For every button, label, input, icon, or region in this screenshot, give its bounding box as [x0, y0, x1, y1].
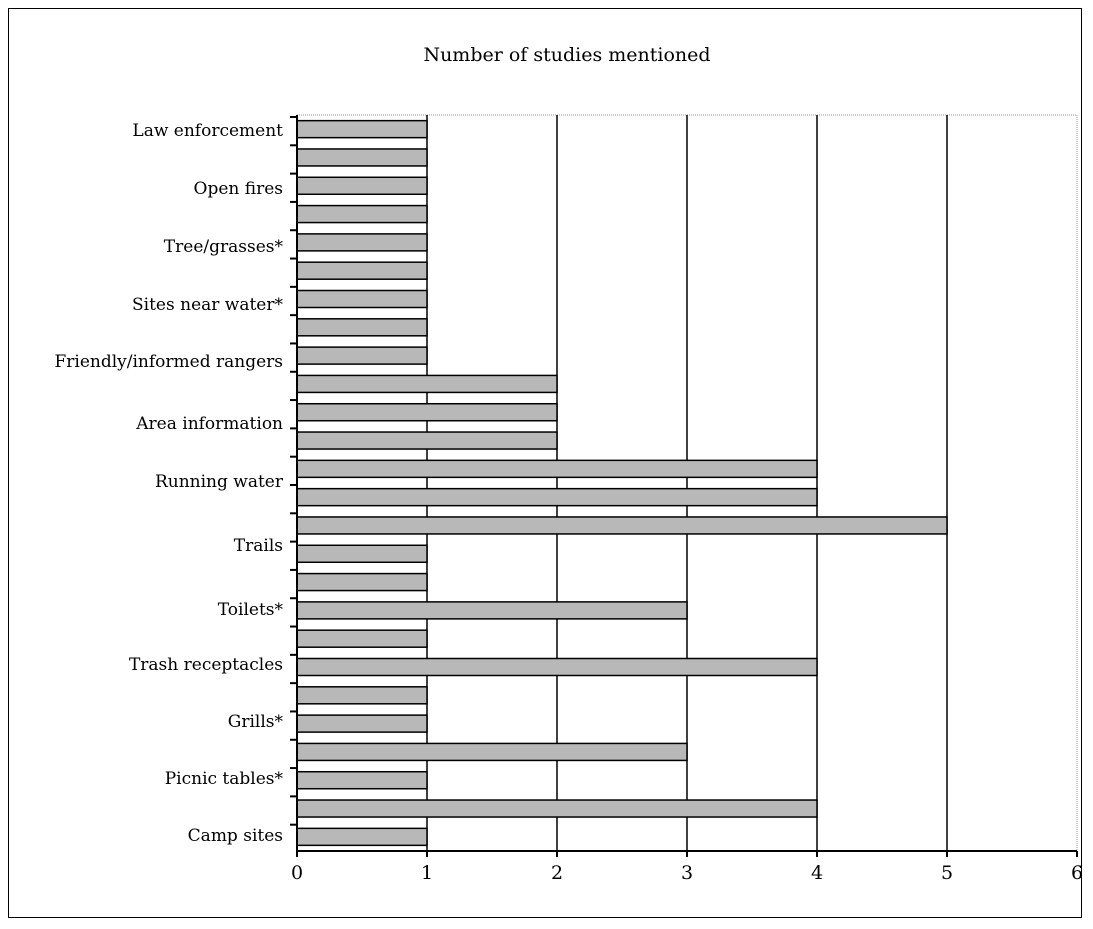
bar [296, 204, 428, 224]
bar [296, 742, 688, 762]
x-tick-label: 1 [421, 862, 433, 884]
category-label: Trash receptacles [129, 655, 283, 675]
bar [296, 431, 558, 450]
chart-frame: Number of studies mentioned 0 1 2 3 4 5 6 Law e… [8, 8, 1083, 918]
bar [296, 714, 428, 733]
category-label: Open fires [194, 179, 283, 199]
x-tick-label: 6 [1071, 862, 1083, 884]
bar-chart: Number of studies mentioned 0 1 2 3 4 5 6 Law e… [54, 44, 1083, 884]
bar [296, 657, 818, 677]
x-tick-label: 5 [941, 862, 953, 884]
bar [296, 318, 428, 337]
bar [296, 601, 688, 620]
bar [296, 827, 428, 847]
bar [296, 487, 818, 507]
bar [296, 629, 428, 648]
bar [296, 119, 428, 139]
bar [296, 770, 428, 790]
chart-title: Number of studies mentioned [423, 44, 710, 66]
bar [296, 544, 428, 564]
bar [296, 374, 558, 394]
x-tick-label: 0 [291, 862, 303, 884]
category-label: Friendly/informed rangers [54, 352, 283, 372]
category-label: Tree/grasses* [164, 237, 284, 257]
bar [296, 459, 818, 479]
bar [296, 572, 428, 592]
bar [296, 289, 428, 309]
bar [296, 516, 948, 535]
bar [296, 799, 818, 818]
bar [296, 176, 428, 196]
bar [296, 233, 428, 252]
x-tick-label: 3 [681, 862, 693, 884]
category-label: Law enforcement [132, 121, 283, 141]
category-label: Camp sites [188, 826, 283, 846]
category-label: Sites near water* [132, 295, 283, 315]
bar [296, 261, 428, 280]
bar [296, 686, 428, 705]
category-label: Area information [135, 414, 283, 434]
category-label: Trails [234, 536, 283, 556]
category-label: Grills* [228, 712, 284, 732]
bar [296, 346, 428, 365]
category-label: Running water [155, 472, 284, 492]
x-tick-label: 4 [811, 862, 823, 884]
bar [296, 402, 558, 422]
bar [296, 148, 428, 167]
x-tick-label: 2 [551, 862, 563, 884]
category-label: Toilets* [218, 600, 284, 620]
category-label: Picnic tables* [165, 769, 284, 789]
